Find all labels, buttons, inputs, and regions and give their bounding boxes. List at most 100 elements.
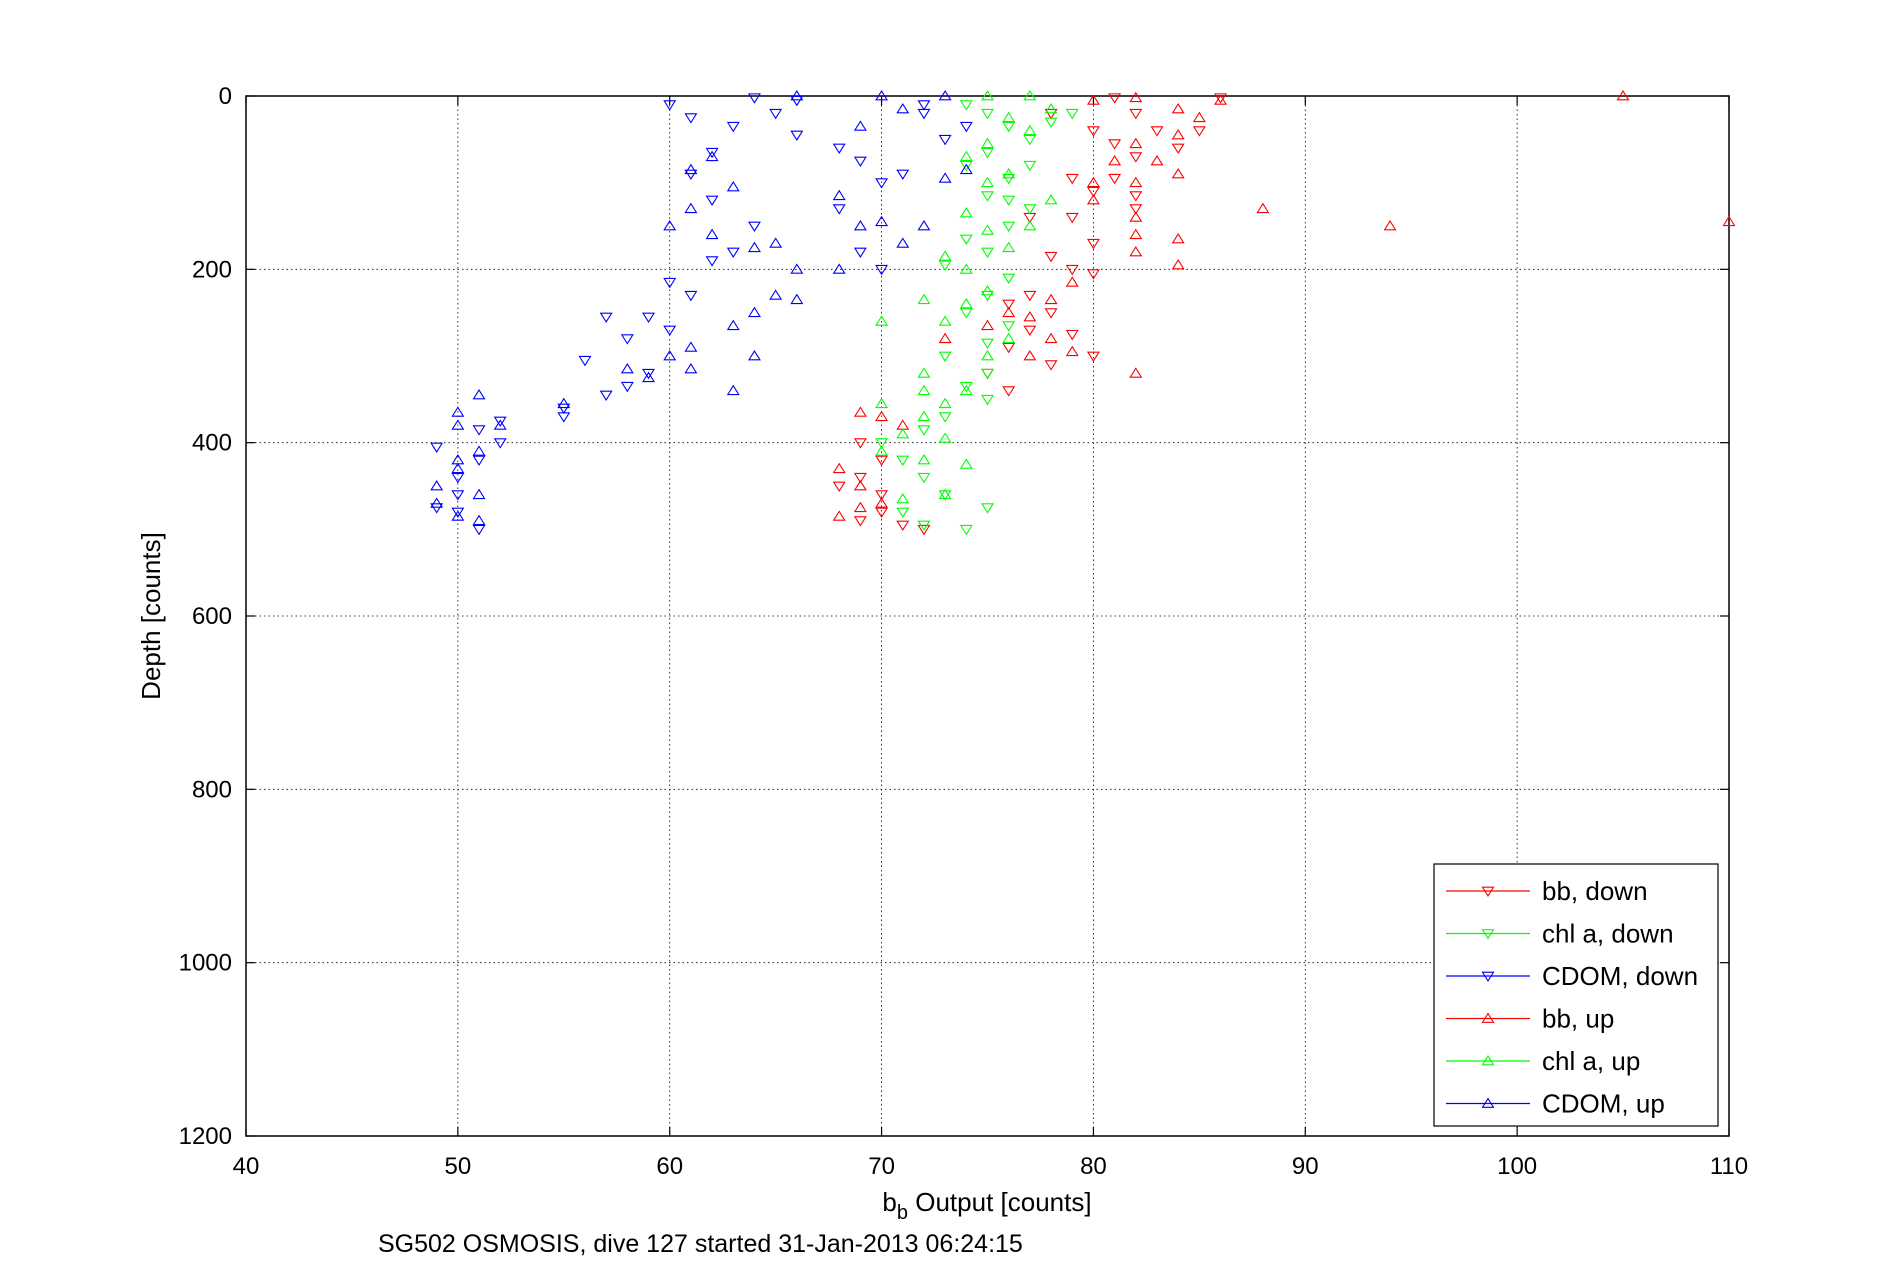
x-tick-label: 100 xyxy=(1497,1153,1537,1180)
data-point xyxy=(1002,241,1016,253)
data-point xyxy=(1722,215,1736,227)
data-point xyxy=(853,406,867,417)
data-points xyxy=(430,90,1736,536)
y-axis-label: Depth [counts] xyxy=(136,532,166,700)
data-point xyxy=(938,250,952,261)
data-point xyxy=(1023,160,1037,172)
data-point xyxy=(1086,94,1100,105)
legend-entry-label: chl a, up xyxy=(1542,1046,1640,1076)
x-axis-label-rest: Output [counts] xyxy=(908,1187,1092,1217)
data-point xyxy=(896,169,910,180)
x-axis-label-main: b xyxy=(882,1187,896,1217)
data-point xyxy=(747,221,761,232)
data-point xyxy=(875,315,889,326)
data-point xyxy=(981,90,994,101)
data-point xyxy=(981,285,994,296)
data-point xyxy=(1002,342,1016,354)
data-point xyxy=(938,412,952,423)
data-point xyxy=(917,220,931,231)
data-point xyxy=(853,156,867,167)
data-point xyxy=(1044,103,1058,114)
data-point xyxy=(1002,332,1016,344)
data-point xyxy=(832,481,846,492)
data-point xyxy=(938,315,952,326)
series-5 xyxy=(430,90,973,526)
series-4 xyxy=(875,90,1058,504)
data-point xyxy=(705,256,719,267)
data-point xyxy=(726,247,740,258)
data-point xyxy=(853,120,867,131)
legend-entry-label: bb, down xyxy=(1542,876,1648,906)
series-3 xyxy=(832,90,1736,521)
data-point xyxy=(451,419,465,430)
data-point xyxy=(896,455,910,466)
data-point xyxy=(832,510,846,521)
data-point xyxy=(959,234,973,245)
data-point xyxy=(959,384,973,396)
data-point xyxy=(1023,124,1037,136)
data-point xyxy=(959,121,973,133)
data-point xyxy=(790,263,804,274)
data-point xyxy=(493,416,507,427)
data-point xyxy=(663,325,677,336)
data-point xyxy=(430,497,444,508)
data-point xyxy=(472,389,486,400)
data-point xyxy=(472,488,486,500)
data-point xyxy=(1129,204,1143,215)
y-tick-label: 0 xyxy=(219,83,232,110)
data-point xyxy=(853,220,867,231)
data-point xyxy=(1044,293,1058,305)
data-point xyxy=(981,108,994,120)
data-point xyxy=(1171,129,1185,140)
data-point xyxy=(599,312,613,323)
data-point xyxy=(1023,134,1037,146)
data-point xyxy=(853,472,867,484)
data-point xyxy=(1002,386,1016,397)
data-point xyxy=(557,403,571,414)
data-point xyxy=(642,368,656,380)
data-point xyxy=(938,134,952,146)
data-point xyxy=(1065,276,1079,287)
data-point xyxy=(684,202,698,214)
data-point xyxy=(981,368,994,380)
data-point xyxy=(959,207,973,218)
data-point xyxy=(1383,220,1397,231)
legend-entry-label: chl a, down xyxy=(1542,919,1674,949)
data-point xyxy=(1129,176,1143,188)
legend-box xyxy=(1433,863,1719,1127)
data-point xyxy=(959,150,973,162)
data-point xyxy=(917,410,931,422)
data-point xyxy=(1044,332,1058,344)
data-point xyxy=(981,247,994,258)
x-axis-label-subscript: b xyxy=(897,1202,908,1224)
data-point xyxy=(705,195,719,206)
data-point xyxy=(1044,308,1058,319)
data-point xyxy=(1023,290,1037,302)
data-point xyxy=(959,524,973,536)
data-point xyxy=(599,390,613,401)
data-point xyxy=(747,241,761,253)
data-point xyxy=(430,480,444,491)
data-point xyxy=(917,472,931,484)
data-point xyxy=(1002,195,1016,206)
data-point xyxy=(769,237,783,248)
data-point xyxy=(853,516,867,527)
data-point xyxy=(938,432,952,443)
data-point xyxy=(938,260,952,271)
data-point xyxy=(472,425,486,436)
data-point xyxy=(981,319,994,331)
y-tick-label: 600 xyxy=(192,603,232,630)
y-tick-label: 400 xyxy=(192,430,232,457)
data-point xyxy=(938,488,952,500)
data-point xyxy=(790,90,804,101)
data-point xyxy=(1002,273,1016,284)
data-point xyxy=(1086,176,1100,188)
data-point xyxy=(1023,311,1037,322)
data-point xyxy=(684,341,698,352)
data-point xyxy=(896,493,910,504)
data-point xyxy=(875,455,889,466)
data-point xyxy=(981,503,994,514)
data-point xyxy=(875,178,889,189)
data-point xyxy=(981,394,994,406)
data-point xyxy=(875,507,889,518)
